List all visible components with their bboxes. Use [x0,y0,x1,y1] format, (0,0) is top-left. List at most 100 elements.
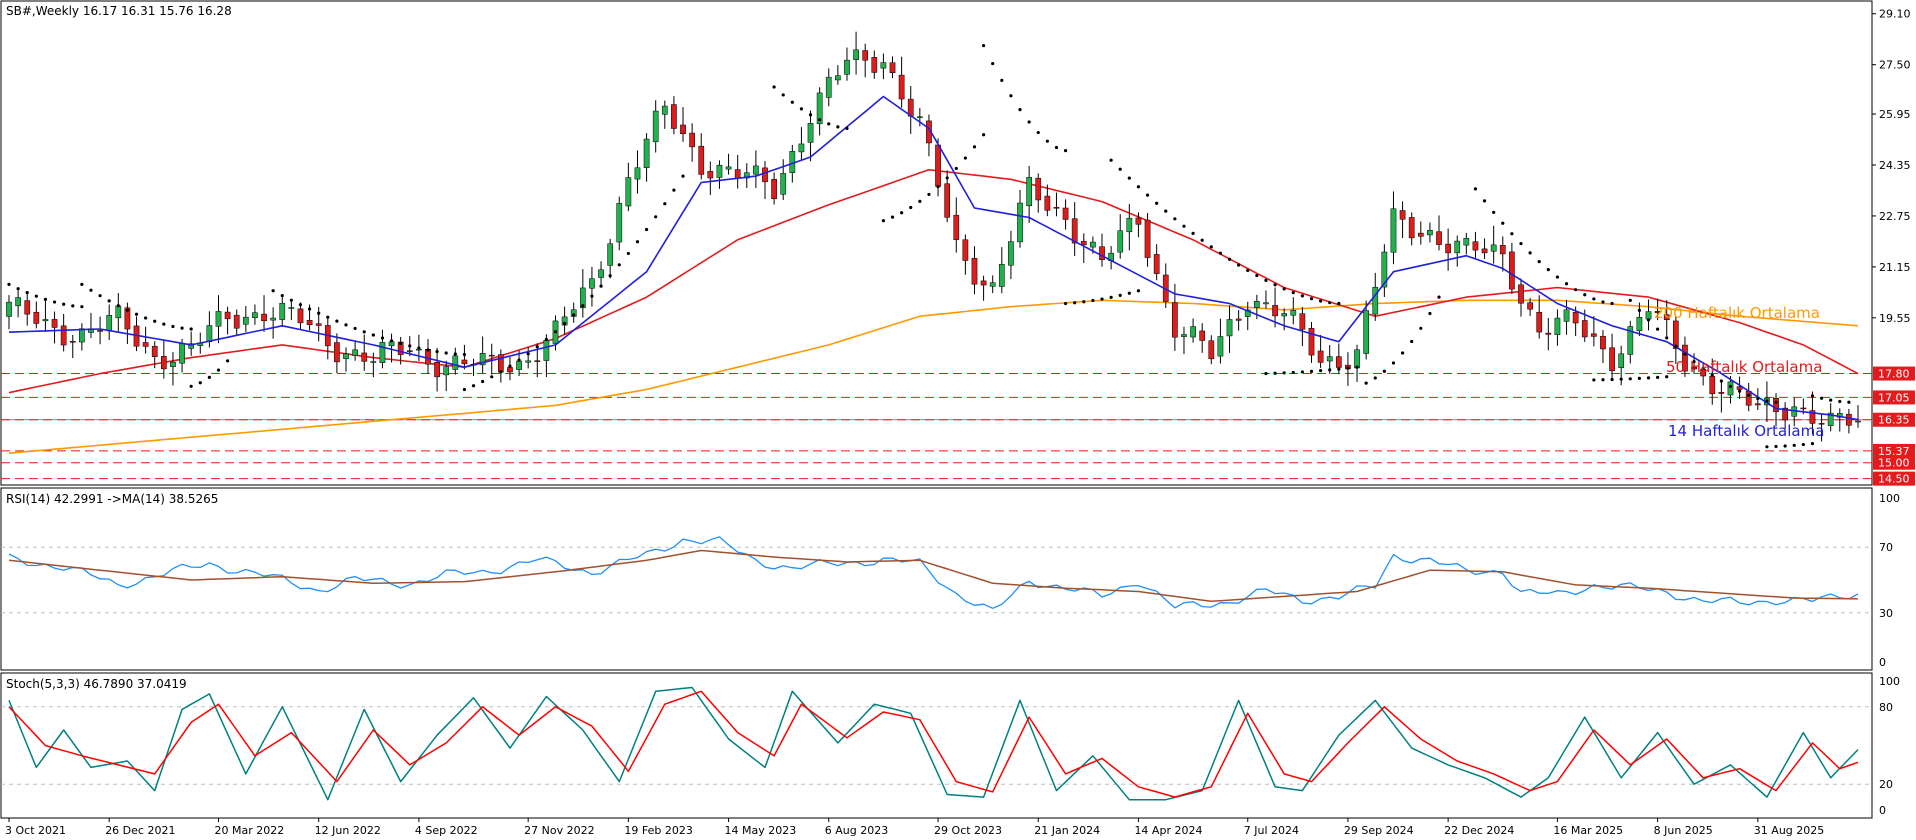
candle-body-6 [60,325,67,346]
psar-dot-12-164 [1501,221,1505,225]
psar-dot-12-172 [1574,288,1578,292]
psar-dot-12-170 [1555,275,1560,279]
ma14-line [8,95,1859,421]
candle-body-159 [1454,240,1461,254]
psar-dot-4-55 [508,364,512,368]
psar-dot-7-116 [1063,149,1068,153]
psar-dot-3-42 [389,339,394,343]
psar-dot-10-141 [1291,370,1295,375]
psar-dot-10-145 [1328,368,1332,372]
price-panel[interactable]: 29.10 27.50 25.95 24.35 22.75 21.15 19.55 17.8… [0,0,1915,486]
candle-body-97 [889,62,896,74]
candle-body-179 [1636,316,1643,332]
candle-body-178 [1627,326,1634,355]
psar-dot-4-59 [544,337,548,342]
psar-dot-12-169 [1546,268,1550,272]
psar-dot-1-18 [171,324,175,329]
candle-body-22 [206,325,213,343]
candle-body-34 [315,323,322,326]
psar-dot-15-194 [1774,444,1778,449]
ma50-label: 50 Haftalık Ortalama [1666,358,1822,376]
candle-body-126 [1153,254,1160,274]
ma200-path [8,299,1859,454]
candle-body-203 [1855,420,1861,423]
parabolic-sar [7,43,1851,449]
psar-dot-10-139 [1273,371,1277,375]
candle-body-173 [1581,320,1588,338]
candle-body-5 [51,319,58,328]
candle-body-93 [853,49,859,60]
psar-dot-1-20 [189,327,193,331]
psar-dot-0-1 [16,287,20,291]
rsi-lines [8,536,1859,610]
candle-body-73 [671,104,677,129]
candle-body-90 [825,76,832,98]
level-tag-label-4: 15.00 [1878,457,1910,470]
psar-dot-10-143 [1309,369,1314,373]
psar-dot-4-65 [599,284,603,288]
time-label-13: 29 Sep 2024 [1344,824,1414,837]
candle-body-197 [1800,407,1807,410]
rsi-panel[interactable]: 100 70 30 0 RSI(14) 42.2991 ->MA(14) 38.526… [0,487,1900,671]
stoch-panel[interactable]: 100 80 20 0 Stoch(5,3,3) 46.7890 37.0419 [0,672,1900,819]
psar-dot-11-153 [1400,351,1405,355]
psar-dot-0-6 [62,302,66,306]
time-label-11: 14 Apr 2024 [1134,824,1202,837]
psar-dot-15-198 [1810,442,1815,446]
candle-body-158 [1445,243,1451,254]
price-header: SB#,Weekly 16.17 16.31 15.76 16.28 [6,4,232,18]
psar-dot-4-58 [535,345,539,349]
psar-dot-3-40 [371,333,375,337]
psar-dot-14-182 [1665,336,1669,340]
psar-dot-9-142 [1300,294,1304,298]
candle-body-149 [1363,310,1369,354]
psar-dot-0-8 [80,305,84,309]
time-label-1: 26 Dec 2021 [105,824,175,837]
candle-body-13 [124,307,131,330]
candle-body-184 [1682,344,1688,372]
psar-dot-10-142 [1300,370,1304,374]
psar-dot-9-139 [1273,283,1277,287]
psar-dot-3-45 [417,346,421,350]
psar-dot-4-50 [462,387,467,392]
psar-dot-6-105 [963,156,967,160]
psar-dot-4-71 [654,215,658,219]
psar-dot-14-189 [1728,384,1733,388]
psar-dot-3-36 [335,319,339,323]
psar-dot-9-136 [1246,268,1250,273]
psar-dot-7-114 [1045,139,1049,143]
psar-dot-9-126 [1155,201,1159,205]
stoch-lines [8,686,1859,801]
psar-dot-9-124 [1136,185,1141,189]
candle-body-143 [1308,328,1315,356]
candle-body-103 [944,183,951,218]
candle-body-114 [1044,195,1051,211]
psar-dot-4-53 [490,375,494,379]
psar-dot-3-29 [271,289,275,293]
candle-body-140 [1281,313,1288,317]
time-label-8: 6 Aug 2023 [825,824,888,837]
candle-body-164 [1499,245,1506,255]
psar-dot-14-181 [1656,327,1660,331]
candle-body-154 [1408,217,1415,239]
stoch-tick-3: 0 [1879,804,1886,817]
candle-body-39 [361,352,368,362]
candle-body-105 [962,239,969,261]
candle-body-128 [1172,302,1178,338]
candle-body-148 [1354,349,1360,369]
rsi-axis: 100 70 30 0 [1879,492,1900,669]
psar-dot-5-87 [799,107,804,111]
candle-body-166 [1518,284,1524,304]
candle-body-122 [1117,230,1124,253]
candle-body-191 [1745,390,1752,406]
stoch-tick-2: 20 [1879,778,1893,791]
psar-dot-6-103 [945,176,949,180]
psar-dot-6-98 [900,211,904,215]
psar-dot-9-121 [1109,158,1113,162]
psar-dot-9-141 [1291,290,1295,295]
candle-body-96 [880,62,887,69]
candle-body-83 [762,167,768,183]
psar-dot-8-118 [1082,300,1086,304]
psar-dot-4-62 [572,313,576,317]
